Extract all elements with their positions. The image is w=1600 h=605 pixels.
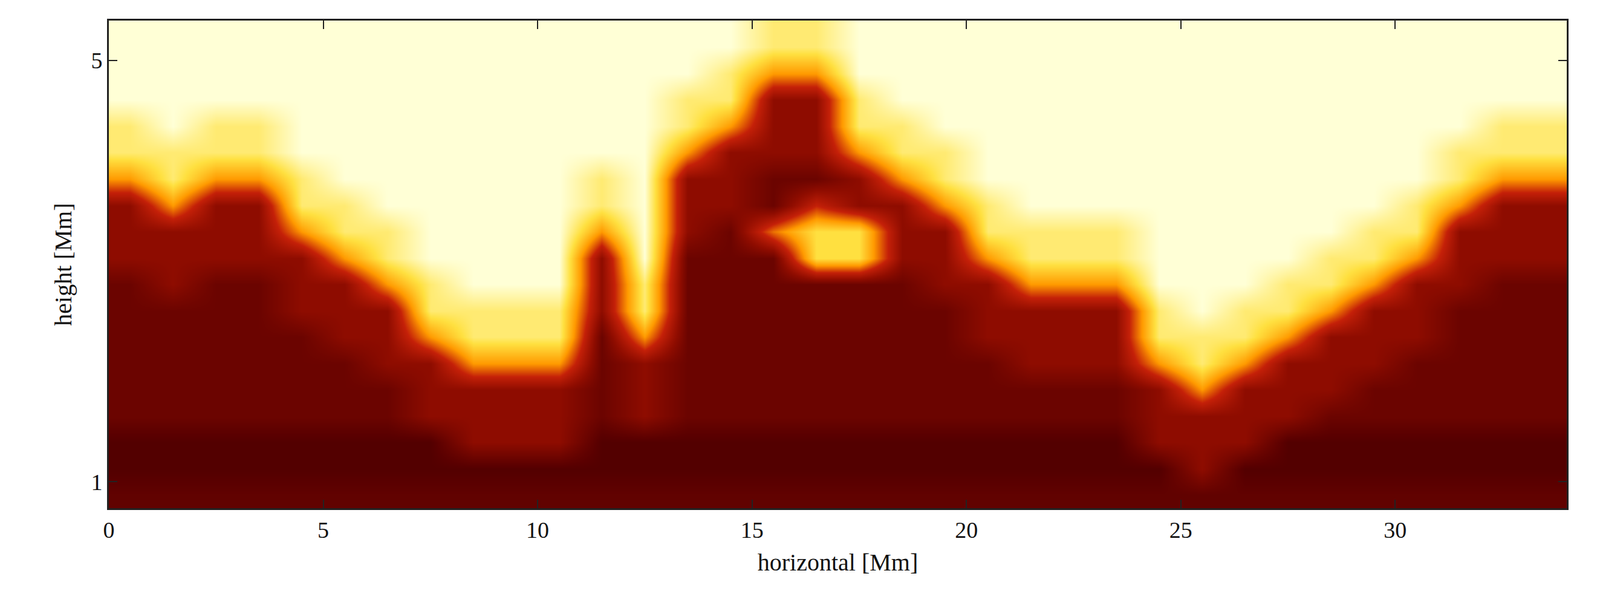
svg-text:20: 20 (954, 517, 978, 543)
svg-text:height [Mm]: height [Mm] (49, 202, 77, 326)
svg-text:5: 5 (90, 47, 103, 74)
svg-text:5: 5 (317, 517, 329, 543)
svg-text:30: 30 (1383, 517, 1407, 543)
svg-text:horizontal [Mm]: horizontal [Mm] (757, 548, 919, 576)
svg-text:15: 15 (740, 517, 764, 543)
svg-text:0: 0 (103, 517, 115, 543)
svg-text:25: 25 (1169, 517, 1193, 543)
svg-text:1: 1 (90, 469, 103, 495)
svg-text:10: 10 (526, 517, 550, 543)
